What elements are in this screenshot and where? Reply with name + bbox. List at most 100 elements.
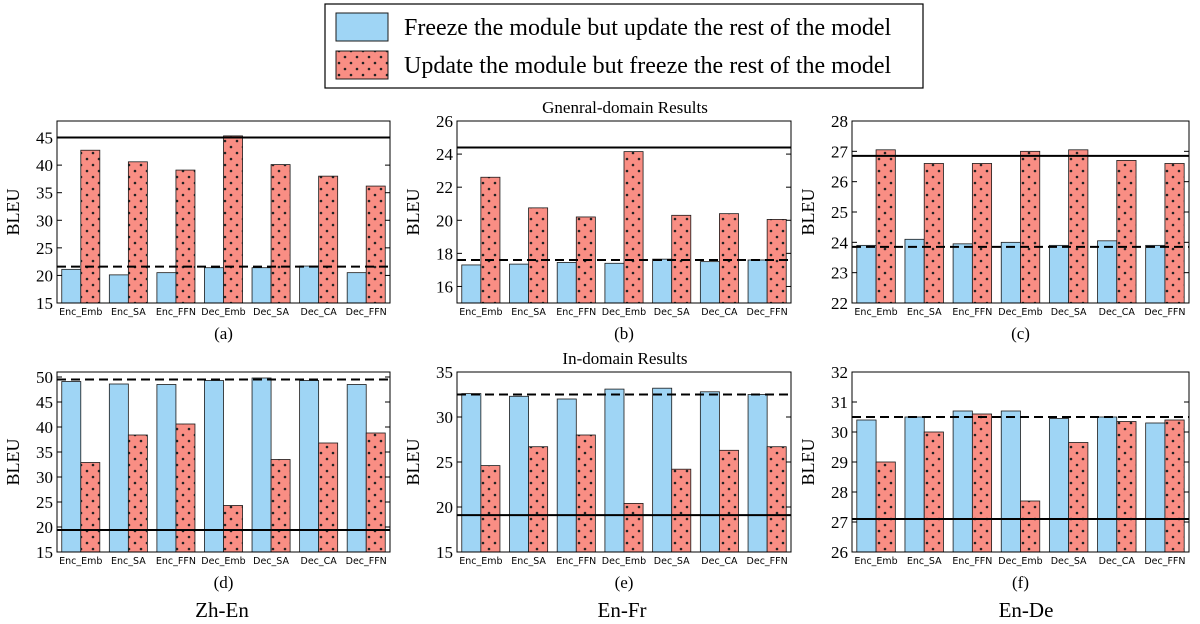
x-tick-label: Dec_FFN — [747, 307, 788, 318]
column-label-zh-en: Zh-En — [195, 598, 249, 622]
x-tick-label: Dec_Emb — [998, 556, 1042, 567]
panel-caption: (f) — [1012, 573, 1029, 592]
y-tick-label: 25 — [36, 493, 53, 512]
bar-freeze-dec-emb — [1000, 241, 1021, 303]
legend-freeze-label: Freeze the module but update the rest of… — [404, 15, 892, 41]
bar-freeze-dec-sa — [1048, 418, 1070, 552]
bar-freeze-dec-emb — [204, 267, 224, 303]
bar-update-dec-sa — [270, 164, 291, 303]
bar-freeze-dec-ffn — [346, 272, 367, 303]
bar-freeze-dec-ffn — [346, 384, 367, 552]
y-tick-label: 22 — [831, 294, 848, 313]
y-tick-label: 35 — [36, 443, 53, 462]
x-tick-label: Dec_Emb — [602, 307, 646, 318]
bar-freeze-enc-sa — [108, 383, 129, 552]
x-tick-label: Enc_SA — [511, 556, 546, 567]
bar-freeze-enc-sa — [509, 263, 529, 303]
bar-freeze-dec-ca — [1097, 240, 1118, 303]
bar-freeze-dec-emb — [1000, 410, 1021, 552]
legend-update-label: Update the module but freeze the rest of… — [404, 53, 891, 79]
bar-update-dec-sa — [671, 468, 692, 552]
y-tick-label: 30 — [36, 468, 53, 487]
y-axis-label: BLEU — [798, 189, 818, 236]
y-tick-label: 18 — [436, 244, 453, 263]
column-label-en-de: En-De — [999, 598, 1054, 622]
bar-freeze-dec-ffn — [1145, 244, 1166, 303]
bar-update-enc-emb — [875, 461, 896, 552]
bar-freeze-enc-ffn — [156, 384, 177, 552]
y-tick-label: 26 — [831, 543, 848, 562]
bar-freeze-enc-ffn — [156, 272, 177, 303]
x-tick-label: Dec_Emb — [201, 307, 245, 318]
y-tick-label: 40 — [36, 156, 53, 175]
bar-freeze-dec-emb — [604, 262, 625, 303]
row-title-general: Gnenral-domain Results — [542, 98, 708, 117]
y-tick-label: 40 — [36, 418, 53, 437]
bar-update-dec-ffn — [365, 432, 386, 552]
bar-group — [461, 387, 787, 552]
bar-freeze-enc-sa — [904, 238, 925, 303]
bar-update-dec-ffn — [365, 185, 386, 303]
chart-panel-f: Enc_Emb Enc_SA Enc_FFN Dec_Emb Dec_SA Dec_CA D… — [798, 363, 1190, 592]
y-tick-label: 24 — [831, 233, 849, 252]
row-title-in-domain: In-domain Results — [562, 349, 687, 368]
bar-update-dec-emb — [1020, 150, 1041, 303]
bar-update-enc-sa — [127, 161, 148, 303]
y-tick-label: 26 — [436, 112, 453, 131]
legend-frame — [324, 3, 924, 89]
bar-update-enc-ffn — [971, 163, 993, 303]
chart-panel-a: Enc_Emb Enc_SA Enc_FFN Dec_Emb Dec_SA Dec_CA D… — [3, 120, 391, 343]
bar-group — [856, 149, 1185, 303]
bar-group — [61, 377, 386, 552]
x-tick-label: Dec_CA — [301, 556, 338, 567]
x-tick-label: Enc_FFN — [952, 307, 992, 318]
bar-freeze-dec-sa — [251, 377, 272, 552]
chart-panel-d: Enc_Emb Enc_SA Enc_FFN Dec_Emb Dec_SA Dec_CA D… — [3, 368, 391, 592]
bar-update-dec-ca — [719, 449, 739, 552]
x-tick-label: Dec_SA — [253, 307, 289, 318]
y-tick-label: 30 — [36, 211, 53, 230]
bar-freeze-enc-emb — [461, 393, 482, 552]
bar-update-enc-ffn — [971, 413, 993, 552]
bar-freeze-enc-ffn — [556, 262, 577, 303]
legend-update-swatch — [335, 50, 389, 80]
x-tick-label: Dec_SA — [253, 556, 289, 567]
y-tick-label: 24 — [436, 145, 454, 164]
y-tick-label: 50 — [36, 368, 53, 387]
x-tick-label: Dec_SA — [654, 307, 690, 318]
y-tick-label: 35 — [36, 184, 53, 203]
x-tick-label: Dec_Emb — [602, 556, 646, 567]
bar-freeze-dec-emb — [604, 388, 625, 552]
bar-freeze-enc-sa — [509, 395, 529, 552]
bar-update-enc-sa — [528, 446, 549, 552]
bar-freeze-dec-sa — [251, 267, 272, 303]
y-axis-label: BLEU — [3, 439, 23, 486]
bar-update-enc-emb — [875, 149, 896, 303]
x-tick-label: Enc_Emb — [854, 307, 897, 318]
x-tick-label: Enc_Emb — [59, 307, 102, 318]
y-tick-label: 28 — [831, 483, 848, 502]
bar-update-enc-ffn — [575, 434, 596, 552]
y-tick-label: 15 — [436, 543, 453, 562]
y-tick-label: 35 — [436, 363, 453, 382]
x-tick-label: Enc_FFN — [556, 307, 596, 318]
y-axis-label: BLEU — [798, 439, 818, 486]
x-tick-label: Enc_FFN — [952, 556, 992, 567]
bar-group — [461, 151, 787, 303]
y-tick-label: 30 — [436, 408, 453, 427]
bar-freeze-dec-sa — [652, 258, 673, 303]
chart-panel-e: Enc_Emb Enc_SA Enc_FFN Dec_Emb Dec_SA Dec_CA D… — [403, 363, 792, 592]
bar-group — [856, 410, 1185, 552]
y-axis-label: BLEU — [403, 439, 423, 486]
x-tick-label: Enc_SA — [111, 556, 146, 567]
bar-update-dec-sa — [270, 459, 291, 552]
bar-update-dec-sa — [1068, 149, 1089, 303]
x-tick-label: Dec_SA — [1051, 556, 1087, 567]
plot-frame — [456, 120, 792, 304]
panel-caption: (b) — [614, 324, 634, 343]
legend: Freeze the module but update the rest of… — [324, 3, 924, 89]
x-tick-label: Enc_SA — [511, 307, 546, 318]
bar-freeze-enc-emb — [61, 268, 82, 303]
y-tick-label: 45 — [36, 393, 53, 412]
